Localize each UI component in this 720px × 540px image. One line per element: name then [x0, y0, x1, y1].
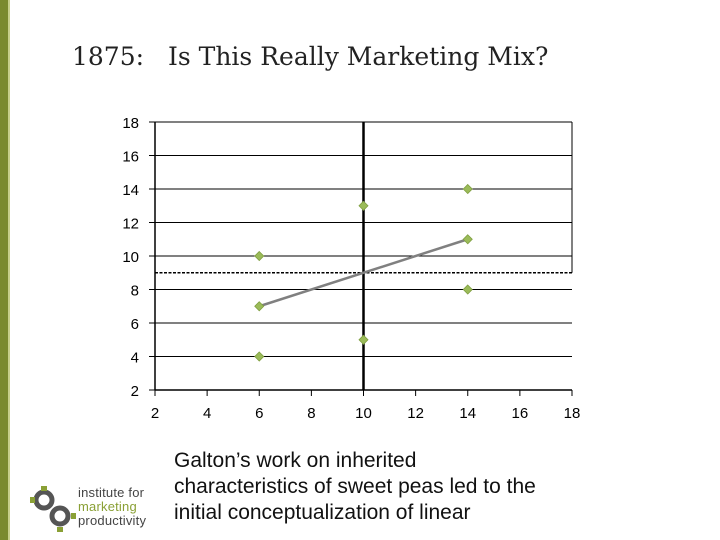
caption-line: Galton’s work on inherited	[174, 449, 417, 472]
title-main: Is This Really Marketing Mix?	[168, 42, 549, 71]
accent-bar	[0, 0, 8, 540]
accent-bar-highlight	[8, 0, 10, 540]
title-year: 1875:	[72, 42, 145, 71]
data-point	[254, 250, 265, 262]
x-tick-label: 10	[355, 405, 372, 422]
y-tick-label: 4	[131, 350, 139, 367]
x-tick-label: 12	[407, 405, 424, 422]
logo-line: productivity	[78, 513, 147, 528]
data-point	[462, 284, 473, 295]
slide-title: 1875: Is This Really Marketing Mix?	[0, 40, 720, 80]
slide-caption: Galton’s work on inherited characteristi…	[174, 448, 714, 526]
x-tick-label: 6	[255, 405, 263, 422]
data-point	[358, 200, 369, 211]
logo-line: marketing	[78, 499, 137, 514]
caption-line: initial conceptualization of linear	[174, 501, 471, 524]
caption-line: characteristics of sweet peas led to the	[174, 475, 536, 498]
y-tick-label: 16	[122, 149, 139, 166]
data-point	[462, 234, 473, 245]
data-point	[254, 301, 265, 312]
data-point	[358, 334, 369, 345]
x-tick-label: 14	[459, 405, 476, 422]
logo-line: institute for	[78, 485, 145, 500]
x-tick-label: 8	[307, 405, 315, 422]
data-point	[254, 351, 265, 362]
x-tick-label: 18	[564, 405, 581, 422]
x-tick-label: 2	[151, 405, 159, 422]
y-tick-label: 12	[122, 216, 139, 233]
y-tick-label: 10	[122, 249, 139, 266]
gear-logo-icon	[30, 486, 76, 532]
y-tick-label: 14	[122, 182, 139, 199]
x-tick-label: 4	[203, 405, 211, 422]
institute-logo: institute for marketing productivity	[30, 486, 180, 532]
x-tick-label: 16	[512, 405, 529, 422]
y-tick-label: 18	[122, 115, 139, 132]
y-tick-label: 2	[131, 383, 139, 400]
y-tick-label: 8	[131, 283, 139, 300]
scatter-chart: 2 4 6 8 10 12 14 16 18 2 4 6 8 10 12 14 16 18	[122, 115, 581, 422]
data-point	[462, 183, 473, 195]
y-tick-label: 6	[131, 316, 139, 333]
logo-text: institute for marketing productivity	[78, 486, 146, 528]
regression-line	[258, 238, 469, 308]
